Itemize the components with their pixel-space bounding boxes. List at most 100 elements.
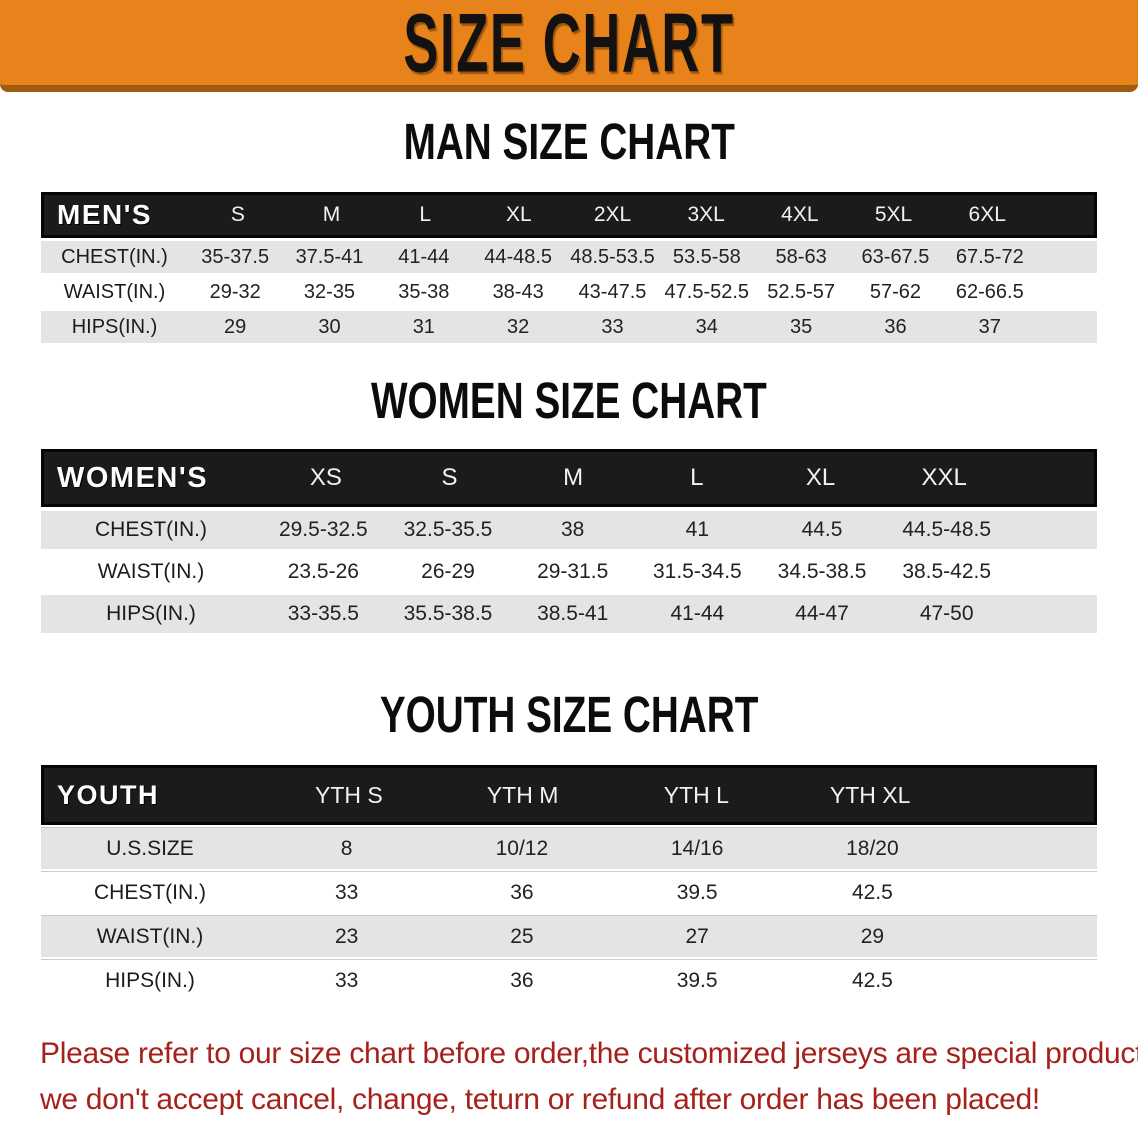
section-heading-text: WOMEN SIZE CHART (371, 373, 767, 430)
column-header: L (419, 203, 432, 226)
row-label: CHEST(IN.) (94, 880, 206, 904)
size-value-cell: 38.5-41 (537, 602, 609, 625)
disclaimer-text: Please refer to our size chart before or… (40, 1031, 1138, 1123)
column-header: M (322, 203, 341, 226)
size-value-cell: 42.5 (851, 968, 893, 992)
size-value-cell: 43-47.5 (578, 280, 647, 303)
table-row: CHEST(IN.) 33 36 39.5 42.5 (41, 871, 1097, 913)
size-table-youth: YOUTH YTH S YTH M YTH L YTH XL U.S.SIZE 8 10/12… (41, 765, 1097, 1001)
table-row: CHEST(IN.) 29.5-32.5 32.5-35.5 38 41 44.5 44.5… (41, 511, 1097, 549)
size-value-cell: 48.5-53.5 (570, 245, 655, 268)
column-header: XL (506, 203, 532, 226)
size-value-cell: 26-29 (421, 560, 475, 583)
size-value-cell: 29-31.5 (537, 560, 609, 583)
size-value-cell: 32 (507, 315, 530, 338)
size-value-cell: 47-50 (919, 602, 974, 625)
size-value-cell: 36 (510, 968, 534, 992)
sections: MAN SIZE CHART MEN'S S M L XL 2XL 3XL 4XL 5XL 6XL C… (0, 114, 1138, 1001)
size-value-cell: 23.5-26 (287, 560, 359, 583)
column-header: L (690, 464, 704, 491)
size-value-cell: 38 (561, 518, 585, 541)
row-label: CHEST(IN.) (61, 245, 168, 268)
size-value-cell: 67.5-72 (955, 245, 1024, 268)
table-row: U.S.SIZE 8 10/12 14/16 18/20 (41, 827, 1097, 869)
size-value-cell: 41 (685, 518, 710, 541)
size-value-cell: 53.5-58 (672, 245, 741, 268)
table-row: HIPS(IN.) 33-35.5 35.5-38.5 38.5-41 41-44 44-… (41, 595, 1097, 633)
size-value-cell: 47.5-52.5 (664, 280, 750, 303)
size-value-cell: 63-67.5 (861, 245, 930, 268)
size-value-cell: 58-63 (775, 245, 827, 268)
column-header: XL (805, 464, 836, 491)
row-label: WAIST(IN.) (63, 280, 166, 303)
size-value-cell: 29.5-32.5 (278, 518, 368, 541)
banner-title: SIZE CHART (403, 0, 735, 90)
table-row: HIPS(IN.) 33 36 39.5 42.5 (41, 959, 1097, 1001)
table-header-row: MEN'S S M L XL 2XL 3XL 4XL 5XL 6XL (41, 192, 1097, 238)
size-value-cell: 33 (334, 880, 359, 904)
column-header: 4XL (781, 203, 819, 226)
row-label: WAIST(IN.) (97, 560, 205, 583)
row-label: WAIST(IN.) (96, 924, 204, 948)
size-value-cell: 29 (224, 315, 247, 338)
group-label: WOMEN'S (57, 461, 209, 494)
section-heading-youth: YOUTH SIZE CHART (0, 687, 1138, 743)
size-value-cell: 32.5-35.5 (403, 518, 493, 541)
size-chart-section-men: MAN SIZE CHART MEN'S S M L XL 2XL 3XL 4XL 5XL 6XL C… (0, 114, 1138, 343)
size-value-cell: 35.5-38.5 (403, 602, 493, 625)
size-value-cell: 29-32 (209, 280, 261, 303)
table-row: WAIST(IN.) 23.5-26 26-29 29-31.5 31.5-34.5 34… (41, 553, 1097, 591)
row-label: U.S.SIZE (106, 836, 194, 860)
size-value-cell: 8 (340, 836, 353, 860)
size-value-cell: 44.5 (801, 518, 843, 541)
size-value-cell: 36 (884, 315, 907, 338)
table-row: WAIST(IN.) 23 25 27 29 (41, 915, 1097, 957)
size-value-cell: 10/12 (495, 836, 549, 860)
size-value-cell: 57-62 (869, 280, 922, 303)
table-header-row: YOUTH YTH S YTH M YTH L YTH XL (41, 765, 1097, 825)
size-value-cell: 27 (685, 924, 709, 948)
size-value-cell: 34.5-38.5 (777, 560, 867, 583)
size-value-cell: 33 (334, 968, 359, 992)
column-header: YTH S (315, 781, 383, 808)
size-value-cell: 37 (978, 315, 1001, 338)
size-chart-section-women: WOMEN SIZE CHART WOMEN'S XS S M L XL XXL CHEST(I… (0, 373, 1138, 633)
table-row: CHEST(IN.) 35-37.5 37.5-41 41-44 44-48.5 48.5… (41, 241, 1097, 273)
size-value-cell: 39.5 (676, 968, 718, 992)
size-value-cell: 34 (695, 315, 718, 338)
size-value-cell: 18/20 (846, 836, 899, 860)
column-header: M (563, 464, 584, 491)
column-header: YTH L (663, 781, 729, 808)
row-label: HIPS(IN.) (105, 968, 195, 992)
size-value-cell: 44.5-48.5 (902, 518, 992, 541)
column-header: S (441, 464, 458, 491)
size-value-cell: 35 (790, 315, 813, 338)
size-value-cell: 14/16 (670, 836, 724, 860)
column-header: YTH XL (829, 781, 911, 808)
size-value-cell: 42.5 (851, 880, 893, 904)
size-value-cell: 38.5-42.5 (902, 560, 992, 583)
size-value-cell: 41-44 (398, 245, 450, 268)
disclaimer-line-1: Please refer to our size chart before or… (40, 1037, 1138, 1070)
size-value-cell: 25 (510, 924, 534, 948)
size-value-cell: 35-38 (398, 280, 450, 303)
size-table-women: WOMEN'S XS S M L XL XXL CHEST(IN.) 29.5-32.5 32.5… (41, 449, 1097, 633)
section-heading-text: YOUTH SIZE CHART (379, 687, 759, 744)
table-row: HIPS(IN.) 29 30 31 32 33 34 35 36 37 (41, 311, 1097, 343)
section-heading-text: MAN SIZE CHART (403, 114, 735, 171)
column-header: YTH M (486, 781, 559, 808)
size-value-cell: 32-35 (303, 280, 356, 303)
table-header-row: WOMEN'S XS S M L XL XXL (41, 449, 1097, 507)
column-header: 3XL (687, 203, 725, 226)
column-header: 6XL (968, 203, 1006, 226)
size-chart-section-youth: YOUTH SIZE CHART YOUTH YTH S YTH M YTH L YTH … (0, 687, 1138, 1001)
disclaimer-line-2: we don't accept cancel, change, teturn o… (40, 1083, 1040, 1116)
size-value-cell: 38-43 (492, 280, 544, 303)
size-value-cell: 39.5 (676, 880, 718, 904)
size-value-cell: 23 (334, 924, 359, 948)
column-header: XXL (921, 464, 967, 491)
size-table-men: MEN'S S M L XL 2XL 3XL 4XL 5XL 6XL CHEST(IN.) 35-37… (41, 192, 1097, 343)
section-heading-men: MAN SIZE CHART (0, 114, 1138, 170)
size-chart-banner: SIZE CHART (0, 0, 1138, 92)
size-value-cell: 37.5-41 (295, 245, 364, 268)
